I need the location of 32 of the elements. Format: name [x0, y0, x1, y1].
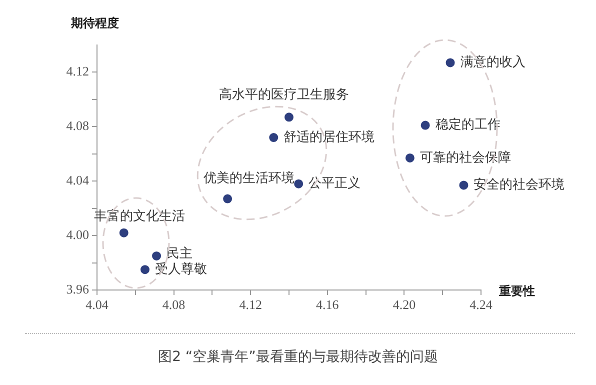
y-tick-label: 3.96 — [66, 281, 90, 296]
annotation: 安全的社会环境 — [474, 176, 565, 193]
y-tick-label: 4.00 — [66, 226, 89, 242]
annotation: 满意的收入 — [460, 55, 526, 70]
point — [294, 179, 304, 188]
x-tick-label: 4.24 — [470, 297, 493, 312]
point — [284, 112, 294, 122]
annotation: 舒适的居住环境 — [284, 128, 375, 145]
annotation: 公平正义 — [308, 176, 361, 192]
caption: 图2 “空巢青年”最看重的与最期待改善的问题 — [157, 348, 439, 366]
point — [405, 153, 414, 162]
point — [269, 133, 278, 142]
y-tick-label: 4.12 — [66, 64, 89, 79]
point — [140, 265, 150, 274]
x-tick-label: 4.16 — [316, 297, 340, 312]
x-tick-label: 4.08 — [162, 297, 186, 312]
annotation: 优美的生活环境 — [204, 170, 295, 186]
x-tick-label: 4.12 — [239, 297, 262, 312]
x-tick-label: 4.04 — [86, 297, 109, 312]
point — [223, 194, 232, 204]
point — [446, 58, 455, 68]
y-tick-label: 4.04 — [66, 172, 90, 188]
point — [420, 120, 430, 130]
point — [459, 180, 468, 190]
y-tick-label: 4.08 — [66, 118, 89, 134]
x-tick-label: 4.20 — [392, 297, 416, 312]
y-axis-title: 期待程度 — [70, 16, 119, 30]
point — [119, 228, 128, 238]
annotation: 稳定的工作 — [435, 118, 500, 133]
annotation: 高水平的医疗卫生服务 — [219, 86, 349, 103]
point — [152, 251, 162, 260]
x-axis-title: 重要性 — [498, 284, 535, 298]
